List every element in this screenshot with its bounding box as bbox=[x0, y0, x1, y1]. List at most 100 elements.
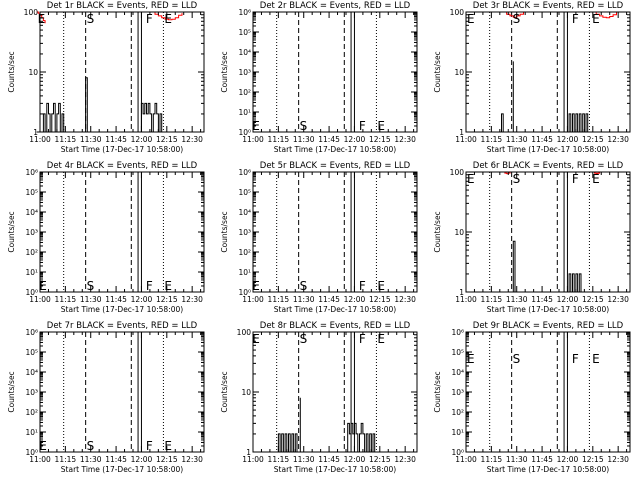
x-tick-label: 11:30 bbox=[80, 135, 102, 144]
panel-7: Det 7r BLACK = Events, RED = LLD Counts/s… bbox=[7, 321, 205, 474]
x-axis-label: Start Time (17-Dec-17 10:58:00) bbox=[274, 145, 396, 154]
marker-label-e: E bbox=[467, 12, 475, 26]
x-tick-label: 12:00 bbox=[557, 135, 579, 144]
x-tick-label: 11:00 bbox=[455, 295, 477, 304]
x-tick-label: 11:15 bbox=[481, 135, 503, 144]
x-tick-label: 12:15 bbox=[156, 135, 178, 144]
panel-title: Det 8r BLACK = Events, RED = LLD bbox=[260, 321, 411, 331]
panel-5: Det 5r BLACK = Events, RED = LLD Counts/s… bbox=[220, 161, 418, 314]
marker-label-e: E bbox=[377, 332, 385, 346]
x-tick-label: 12:30 bbox=[394, 455, 416, 464]
x-tick-label: 11:45 bbox=[531, 295, 553, 304]
x-tick-label: 11:15 bbox=[268, 295, 290, 304]
x-tick-label: 11:30 bbox=[506, 295, 528, 304]
x-tick-label: 11:00 bbox=[242, 295, 264, 304]
y-axis-label: Counts/sec bbox=[220, 51, 229, 92]
y-tick-label: 10⁰ bbox=[25, 288, 38, 297]
x-tick-label: 12:15 bbox=[582, 135, 604, 144]
y-tick-label: 10⁶ bbox=[238, 168, 251, 177]
x-tick-label: 12:30 bbox=[607, 455, 629, 464]
x-tick-label: 12:15 bbox=[582, 295, 604, 304]
marker-label-f: F bbox=[359, 119, 366, 133]
marker-label-e: E bbox=[39, 279, 47, 293]
x-tick-label: 11:15 bbox=[481, 295, 503, 304]
x-tick-label: 12:00 bbox=[344, 295, 366, 304]
y-tick-label: 10 bbox=[454, 68, 464, 77]
x-tick-label: 11:15 bbox=[481, 455, 503, 464]
y-tick-label: 10⁰ bbox=[25, 448, 38, 457]
marker-label-f: F bbox=[146, 279, 153, 293]
marker-label-e: E bbox=[252, 332, 260, 346]
panel-title: Det 1r BLACK = Events, RED = LLD bbox=[47, 1, 198, 11]
y-tick-label: 100 bbox=[24, 8, 39, 17]
marker-label-s: S bbox=[513, 12, 521, 26]
x-tick-label: 11:00 bbox=[29, 295, 51, 304]
y-tick-label: 10² bbox=[451, 408, 464, 417]
y-tick-label: 1 bbox=[33, 128, 38, 137]
panel-title: Det 5r BLACK = Events, RED = LLD bbox=[260, 161, 411, 171]
marker-label-e: E bbox=[377, 119, 385, 133]
panel-9: Det 9r BLACK = Events, RED = LLD Counts/s… bbox=[433, 321, 631, 474]
x-axis-label: Start Time (17-Dec-17 10:58:00) bbox=[61, 465, 183, 474]
x-tick-label: 12:15 bbox=[156, 295, 178, 304]
x-tick-label: 12:00 bbox=[131, 135, 153, 144]
x-axis-label: Start Time (17-Dec-17 10:58:00) bbox=[274, 465, 396, 474]
y-tick-label: 10⁴ bbox=[238, 208, 251, 217]
x-tick-label: 12:30 bbox=[394, 295, 416, 304]
y-tick-label: 100 bbox=[450, 8, 465, 17]
marker-label-s: S bbox=[300, 332, 308, 346]
x-tick-label: 11:45 bbox=[105, 295, 127, 304]
y-axis-label: Counts/sec bbox=[220, 371, 229, 412]
x-tick-label: 11:45 bbox=[531, 455, 553, 464]
x-tick-label: 11:30 bbox=[80, 455, 102, 464]
marker-label-f: F bbox=[146, 439, 153, 453]
marker-label-f: F bbox=[359, 279, 366, 293]
x-tick-label: 11:15 bbox=[55, 455, 77, 464]
x-tick-label: 11:30 bbox=[293, 455, 315, 464]
y-axis-label: Counts/sec bbox=[7, 211, 16, 252]
panel-2: Det 2r BLACK = Events, RED = LLD Counts/s… bbox=[220, 1, 418, 154]
x-tick-label: 11:30 bbox=[506, 455, 528, 464]
x-tick-label: 11:00 bbox=[242, 455, 264, 464]
x-axis-label: Start Time (17-Dec-17 10:58:00) bbox=[274, 305, 396, 314]
marker-label-e: E bbox=[39, 439, 47, 453]
x-tick-label: 11:15 bbox=[55, 135, 77, 144]
x-tick-label: 12:00 bbox=[557, 295, 579, 304]
x-axis-label: Start Time (17-Dec-17 10:58:00) bbox=[61, 145, 183, 154]
y-tick-label: 1 bbox=[459, 288, 464, 297]
y-tick-label: 10⁴ bbox=[238, 48, 251, 57]
x-tick-label: 12:15 bbox=[369, 135, 391, 144]
panel-3: Det 3r BLACK = Events, RED = LLD Counts/s… bbox=[433, 1, 631, 154]
marker-label-e: E bbox=[467, 172, 475, 186]
y-tick-label: 10² bbox=[25, 408, 38, 417]
marker-label-f: F bbox=[359, 332, 366, 346]
y-axis-label: Counts/sec bbox=[433, 51, 442, 92]
x-tick-label: 11:30 bbox=[80, 295, 102, 304]
x-tick-label: 11:00 bbox=[29, 135, 51, 144]
x-tick-label: 11:45 bbox=[105, 135, 127, 144]
panel-8: Det 8r BLACK = Events, RED = LLD Counts/s… bbox=[220, 321, 418, 474]
y-tick-label: 10⁵ bbox=[25, 188, 38, 197]
y-tick-label: 10⁶ bbox=[25, 168, 38, 177]
y-tick-label: 10 bbox=[241, 388, 251, 397]
x-tick-label: 12:00 bbox=[131, 455, 153, 464]
marker-label-e: E bbox=[592, 352, 600, 366]
x-tick-label: 11:00 bbox=[242, 135, 264, 144]
x-axis-label: Start Time (17-Dec-17 10:58:00) bbox=[487, 145, 609, 154]
y-tick-label: 100 bbox=[450, 168, 465, 177]
x-tick-label: 12:30 bbox=[181, 455, 203, 464]
y-tick-label: 10¹ bbox=[25, 268, 38, 277]
x-tick-label: 11:15 bbox=[268, 135, 290, 144]
marker-label-e: E bbox=[467, 352, 475, 366]
y-tick-label: 10⁴ bbox=[451, 368, 464, 377]
y-tick-label: 10⁵ bbox=[451, 348, 464, 357]
marker-label-e: E bbox=[164, 12, 172, 26]
marker-label-e: E bbox=[164, 279, 172, 293]
marker-label-e: E bbox=[592, 172, 600, 186]
marker-label-e: E bbox=[38, 12, 46, 26]
x-tick-label: 12:15 bbox=[369, 295, 391, 304]
x-tick-label: 12:00 bbox=[131, 295, 153, 304]
x-tick-label: 11:30 bbox=[293, 135, 315, 144]
y-tick-label: 10⁵ bbox=[25, 348, 38, 357]
x-tick-label: 12:00 bbox=[344, 135, 366, 144]
